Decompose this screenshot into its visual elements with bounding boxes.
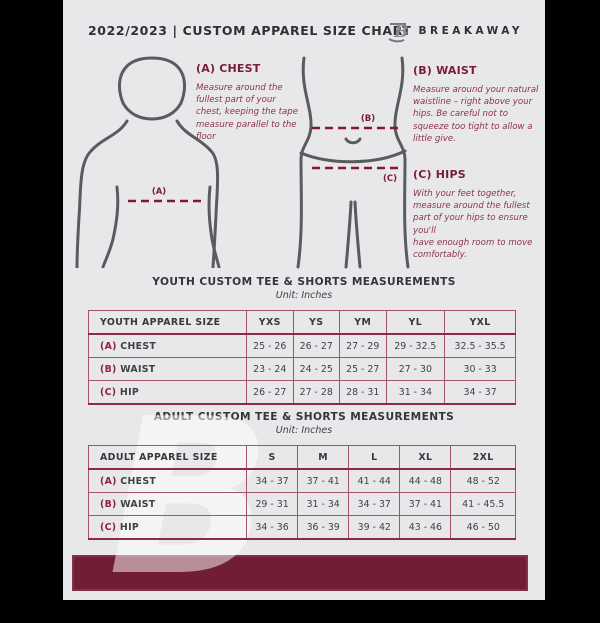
- youth-table-title: YOUTH CUSTOM TEE & SHORTS MEASUREMENTS: [152, 276, 456, 288]
- measurement-key: (B): [100, 498, 117, 510]
- measurement-value: 29 - 32.5: [385, 333, 446, 358]
- measurement-value: 44 - 48: [399, 468, 452, 493]
- size-header-cell: YM: [339, 310, 387, 335]
- breakaway-logo-icon: B: [388, 22, 409, 43]
- waist-hip-measurement-figure: (B) (C): [296, 56, 410, 269]
- hips-instructions: With your feet together, measure around …: [413, 189, 533, 261]
- measurement-label: (C) HIP: [88, 515, 247, 540]
- measurement-value: 34 - 36: [245, 515, 299, 540]
- measurement-value: 34 - 37: [245, 468, 299, 493]
- figure-marker-a: (A): [152, 187, 166, 197]
- chest-heading: (A) CHEST: [196, 62, 261, 75]
- measurement-value: 34 - 37: [444, 380, 516, 405]
- size-header-cell: YXS: [246, 310, 294, 335]
- measurement-value: 30 - 33: [444, 357, 516, 381]
- measurement-value: 41 - 45.5: [450, 492, 516, 516]
- measurement-label: (A) CHEST: [88, 333, 247, 358]
- figure-marker-b: (B): [361, 114, 375, 124]
- chest-instructions: Measure around the fullest part of your …: [196, 83, 299, 142]
- measurement-value: 27 - 28: [292, 380, 340, 405]
- size-chart-page: 2022/2023 | CUSTOM APPAREL SIZE CHART B …: [63, 0, 545, 605]
- youth-table-unit: Unit: Inches: [275, 290, 333, 301]
- page-header: 2022/2023 | CUSTOM APPAREL SIZE CHART B …: [63, 16, 545, 48]
- adult-table-title: ADULT CUSTOM TEE & SHORTS MEASUREMENTS: [153, 411, 455, 423]
- measurement-key: (C): [100, 521, 117, 533]
- youth-size-table: YOUTH APPAREL SIZE YXS YS YM YL YXL (A) CHEST 2…: [88, 310, 516, 405]
- measurement-row: (B) WAIST 23 - 24 24 - 25 25 - 27 27 - 30 30 …: [88, 357, 516, 381]
- measurement-value: 28 - 31: [339, 380, 387, 405]
- chest-measurement-figure: (A): [75, 56, 221, 268]
- measurement-key: (B): [100, 363, 117, 375]
- measurement-value: 29 - 31: [245, 492, 299, 516]
- adult-size-table: ADULT APPAREL SIZE S M L XL 2XL (A) CHEST 34 - …: [88, 445, 516, 540]
- measurement-label: (C) HIP: [88, 380, 247, 405]
- measurement-label: (B) WAIST: [88, 492, 247, 516]
- measurement-value: 48 - 52: [450, 468, 516, 493]
- measurement-value: 32.5 - 35.5: [444, 333, 516, 358]
- measurement-value: 26 - 27: [292, 333, 340, 358]
- measurement-value: 41 - 44: [348, 468, 401, 493]
- measurement-row: (A) CHEST 25 - 26 26 - 27 27 - 29 29 - 32.5 3…: [88, 333, 516, 358]
- size-header-cell: YL: [385, 310, 446, 335]
- measurement-value: 39 - 42: [348, 515, 401, 540]
- measurement-value: 46 - 50: [450, 515, 516, 540]
- measurement-value: 23 - 24: [246, 357, 294, 381]
- measurement-row: (A) CHEST 34 - 37 37 - 41 41 - 44 44 - 48 48 …: [88, 468, 516, 493]
- measurement-value: 25 - 27: [339, 357, 387, 381]
- measurement-key: (A): [100, 340, 117, 352]
- measurement-key: (A): [100, 475, 117, 487]
- figure-marker-c: (C): [383, 174, 397, 184]
- measurement-key: (C): [100, 386, 117, 398]
- size-header-cell: M: [297, 445, 350, 470]
- measurement-value: 25 - 26: [246, 333, 294, 358]
- measurement-value: 36 - 39: [297, 515, 350, 540]
- measurement-value: 34 - 37: [348, 492, 401, 516]
- measurement-value: 43 - 46: [399, 515, 452, 540]
- hips-heading: (C) HIPS: [413, 168, 466, 181]
- measurement-row: (C) HIP 26 - 27 27 - 28 28 - 31 31 - 34 34 - …: [88, 380, 516, 405]
- measurement-label: (A) CHEST: [88, 468, 247, 493]
- adult-table-unit: Unit: Inches: [275, 425, 333, 436]
- footer-bar: [72, 555, 528, 591]
- measurement-value: 27 - 29: [339, 333, 387, 358]
- size-header-cell: YXL: [444, 310, 516, 335]
- waist-instructions: Measure around your natural waistline – …: [413, 85, 539, 144]
- measurement-label: (B) WAIST: [88, 357, 247, 381]
- measurement-value: 27 - 30: [385, 357, 446, 381]
- size-header-cell: YS: [292, 310, 340, 335]
- measurement-value: 37 - 41: [399, 492, 452, 516]
- size-header-cell: XL: [399, 445, 452, 470]
- brand-name: BREAKAWAY: [418, 25, 523, 37]
- size-header-cell: 2XL: [450, 445, 516, 470]
- brand-lockup: B BREAKAWAY: [387, 19, 523, 43]
- measurement-value: 37 - 41: [297, 468, 350, 493]
- page-title: 2022/2023 | CUSTOM APPAREL SIZE CHART: [88, 23, 412, 38]
- svg-text:B: B: [393, 22, 408, 42]
- measurement-row: (C) HIP 34 - 36 36 - 39 39 - 42 43 - 46 46 - …: [88, 515, 516, 540]
- size-header-cell: L: [348, 445, 401, 470]
- waist-heading: (B) WAIST: [413, 64, 477, 77]
- measurement-value: 24 - 25: [292, 357, 340, 381]
- measurement-row: (B) WAIST 29 - 31 31 - 34 34 - 37 37 - 41 41 …: [88, 492, 516, 516]
- size-column-header: YOUTH APPAREL SIZE: [88, 310, 247, 335]
- size-header-cell: S: [245, 445, 299, 470]
- measurement-value: 31 - 34: [297, 492, 350, 516]
- size-column-header: ADULT APPAREL SIZE: [88, 445, 247, 470]
- measurement-value: 26 - 27: [246, 380, 294, 405]
- measurement-value: 31 - 34: [385, 380, 446, 405]
